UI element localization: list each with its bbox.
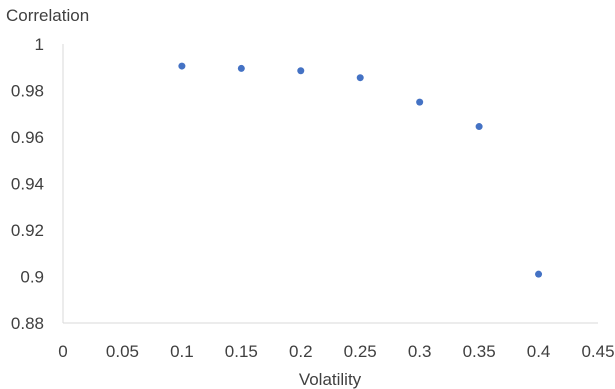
x-axis-title: Volatility	[299, 370, 362, 389]
x-tick-label: 0.3	[408, 342, 432, 361]
x-tick-label: 0.4	[527, 342, 551, 361]
y-axis-title: Correlation	[6, 6, 89, 25]
y-tick-label: 0.9	[20, 268, 44, 287]
x-tick-label: 0.15	[225, 342, 258, 361]
x-tick-label: 0.35	[463, 342, 496, 361]
data-points	[178, 62, 543, 278]
data-point	[475, 123, 483, 131]
x-tick-label: 0.25	[344, 342, 377, 361]
data-point	[356, 74, 364, 82]
data-point	[237, 64, 245, 72]
data-point	[297, 67, 305, 75]
data-point	[416, 98, 424, 106]
x-tick-label: 0.45	[581, 342, 614, 361]
data-point	[535, 270, 543, 278]
y-tick-label: 0.94	[11, 175, 44, 194]
x-tick-label: 0.2	[289, 342, 313, 361]
y-tick-labels: 0.88 0.9 0.92 0.94 0.96 0.98 1	[11, 35, 44, 333]
y-tick-label: 0.88	[11, 314, 44, 333]
y-tick-label: 0.98	[11, 82, 44, 101]
x-tick-label: 0	[58, 342, 67, 361]
x-tick-label: 0.05	[106, 342, 139, 361]
data-point	[178, 62, 186, 70]
y-tick-label: 1	[35, 35, 44, 54]
x-tick-label: 0.1	[170, 342, 194, 361]
x-tick-labels: 0 0.05 0.1 0.15 0.2 0.25 0.3 0.35 0.4 0.45	[58, 342, 614, 361]
y-tick-label: 0.92	[11, 221, 44, 240]
y-tick-label: 0.96	[11, 128, 44, 147]
